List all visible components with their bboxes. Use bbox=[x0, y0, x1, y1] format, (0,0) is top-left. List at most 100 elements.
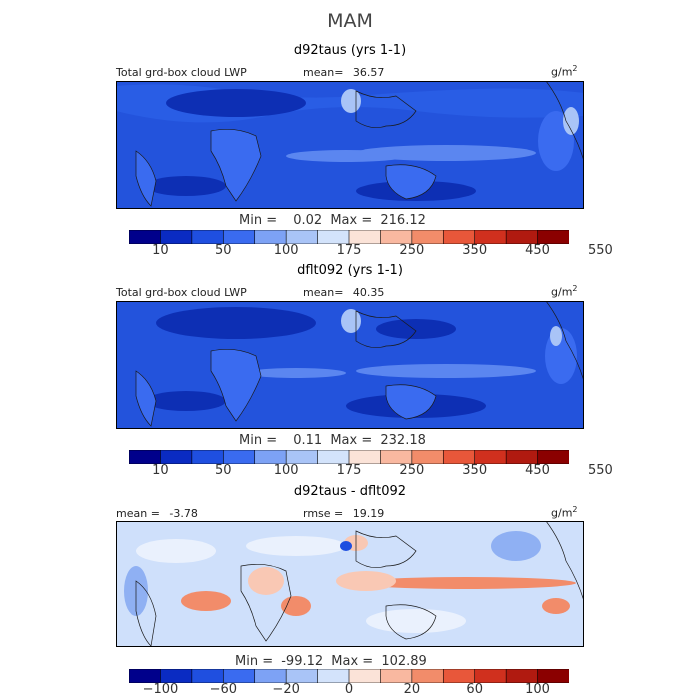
panel-2-units-sup: 2 bbox=[572, 284, 578, 293]
colorbar-tick-label: 20 bbox=[403, 682, 421, 697]
map-feature bbox=[181, 591, 231, 611]
panel-2-units: g/m2 bbox=[551, 284, 578, 299]
colorbar-swatch bbox=[380, 449, 413, 465]
map-feature bbox=[246, 536, 346, 556]
panel-2-map bbox=[116, 300, 585, 429]
colorbar-tick-label: 350 bbox=[462, 463, 488, 478]
map-continent-south-america bbox=[135, 370, 157, 427]
panel-1-map-svg bbox=[116, 80, 585, 209]
panel-2-colorbar-svg bbox=[128, 449, 570, 465]
map-feature bbox=[356, 364, 536, 378]
colorbar-swatch bbox=[348, 229, 382, 245]
page-title: MAM bbox=[327, 10, 373, 32]
colorbar-swatch bbox=[348, 449, 382, 465]
map-continent-asia bbox=[355, 310, 417, 348]
panel-2-min-label: Min = bbox=[239, 433, 278, 448]
colorbar-swatch bbox=[317, 668, 350, 684]
colorbar-tick-label: 50 bbox=[215, 463, 232, 478]
panel-3-mean-value: -3.78 bbox=[169, 507, 198, 520]
map-feature bbox=[248, 567, 284, 595]
panel-3-map-svg bbox=[116, 520, 585, 647]
panel-3-map bbox=[116, 520, 585, 647]
panel-2-max-label: Max = bbox=[330, 433, 373, 448]
panel-3-max-label: Max = bbox=[331, 654, 374, 669]
colorbar-swatch bbox=[222, 229, 256, 245]
colorbar-swatch bbox=[254, 449, 287, 465]
map-feature bbox=[246, 368, 346, 378]
colorbar-swatch bbox=[222, 449, 256, 465]
panel-2-units-base: g/m bbox=[551, 285, 573, 299]
panel-1-min-label: Min = bbox=[239, 213, 278, 228]
panel-3-units: g/m2 bbox=[551, 505, 578, 520]
map-feature bbox=[340, 541, 352, 551]
colorbar-tick-label: −20 bbox=[272, 682, 300, 697]
colorbar-tick-label: 175 bbox=[336, 463, 362, 478]
colorbar-tick-label: 50 bbox=[215, 243, 232, 258]
colorbar-swatch bbox=[128, 449, 162, 465]
colorbar-swatch bbox=[222, 668, 256, 684]
panel-3-title: d92taus - dflt092 bbox=[293, 484, 407, 499]
map-continent-australia bbox=[385, 384, 437, 420]
map-feature bbox=[146, 176, 226, 196]
colorbar-swatch bbox=[474, 229, 507, 245]
map-continent-south-america bbox=[135, 150, 157, 207]
colorbar-swatch bbox=[128, 668, 162, 684]
colorbar-swatch bbox=[442, 668, 476, 684]
colorbar-swatch bbox=[285, 668, 319, 684]
colorbar-tick-label: 450 bbox=[525, 243, 550, 258]
colorbar-tick-label: 100 bbox=[273, 243, 299, 258]
panel-2-title: dflt092 (yrs 1-1) bbox=[297, 263, 403, 278]
colorbar-tick-label: 0 bbox=[344, 682, 354, 697]
panel-2-min-value: 0.11 bbox=[293, 433, 323, 448]
panel-2-field-label: Total grd-box cloud LWP bbox=[116, 286, 247, 299]
panel-2-colorbar bbox=[128, 449, 570, 465]
panel-1-units-base: g/m bbox=[551, 65, 573, 79]
panel-1-max-value: 216.12 bbox=[380, 213, 426, 228]
panel-3-colorbar bbox=[128, 668, 570, 684]
map-feature bbox=[542, 598, 570, 614]
colorbar-swatch bbox=[317, 229, 350, 245]
colorbar-tick-label: 175 bbox=[336, 243, 362, 258]
panel-1-mean-value: 36.57 bbox=[352, 66, 385, 79]
map-feature bbox=[286, 150, 406, 162]
panel-1-field-label: Total grd-box cloud LWP bbox=[116, 66, 247, 79]
map-continent-americas bbox=[545, 80, 585, 162]
colorbar-swatch bbox=[380, 668, 413, 684]
map-feature bbox=[341, 89, 361, 113]
colorbar-swatch bbox=[160, 449, 193, 465]
colorbar-swatch bbox=[474, 668, 507, 684]
map-feature bbox=[356, 577, 576, 589]
colorbar-swatch bbox=[317, 449, 350, 465]
colorbar-swatch bbox=[285, 229, 319, 245]
panel-1-colorbar-svg bbox=[128, 229, 570, 245]
map-continent-americas bbox=[545, 520, 585, 602]
panel-1-title: d92taus (yrs 1-1) bbox=[293, 43, 407, 58]
panel-3-units-base: g/m bbox=[551, 506, 573, 520]
colorbar-swatch bbox=[191, 668, 225, 684]
panel-1-colorbar bbox=[128, 229, 570, 245]
panel-3-rmse-value: 19.19 bbox=[352, 507, 385, 520]
map-feature bbox=[156, 307, 316, 339]
map-continent-australia bbox=[385, 164, 437, 200]
map-continent-africa bbox=[210, 349, 262, 422]
colorbar-tick-label: 10 bbox=[152, 243, 169, 258]
panel-3-min-label: Min = bbox=[235, 654, 274, 669]
map-feature bbox=[336, 571, 396, 591]
colorbar-tick-label: 60 bbox=[466, 682, 483, 697]
map-feature bbox=[136, 539, 216, 563]
colorbar-swatch bbox=[254, 668, 287, 684]
colorbar-swatch bbox=[380, 229, 413, 245]
panel-2-map-svg bbox=[116, 300, 585, 429]
panel-2-mean-label: mean= bbox=[303, 286, 344, 299]
panel-2-max-value: 232.18 bbox=[380, 433, 426, 448]
panel-1-units: g/m2 bbox=[551, 64, 578, 79]
colorbar-swatch bbox=[505, 668, 539, 684]
map-continent-americas bbox=[545, 300, 585, 382]
colorbar-tick-label: 100 bbox=[273, 463, 299, 478]
colorbar-swatch bbox=[442, 229, 476, 245]
map-feature bbox=[366, 609, 466, 633]
colorbar-swatch bbox=[411, 229, 445, 245]
map-feature bbox=[491, 531, 541, 561]
colorbar-swatch bbox=[411, 668, 445, 684]
colorbar-tick-label: 550 bbox=[588, 463, 613, 478]
